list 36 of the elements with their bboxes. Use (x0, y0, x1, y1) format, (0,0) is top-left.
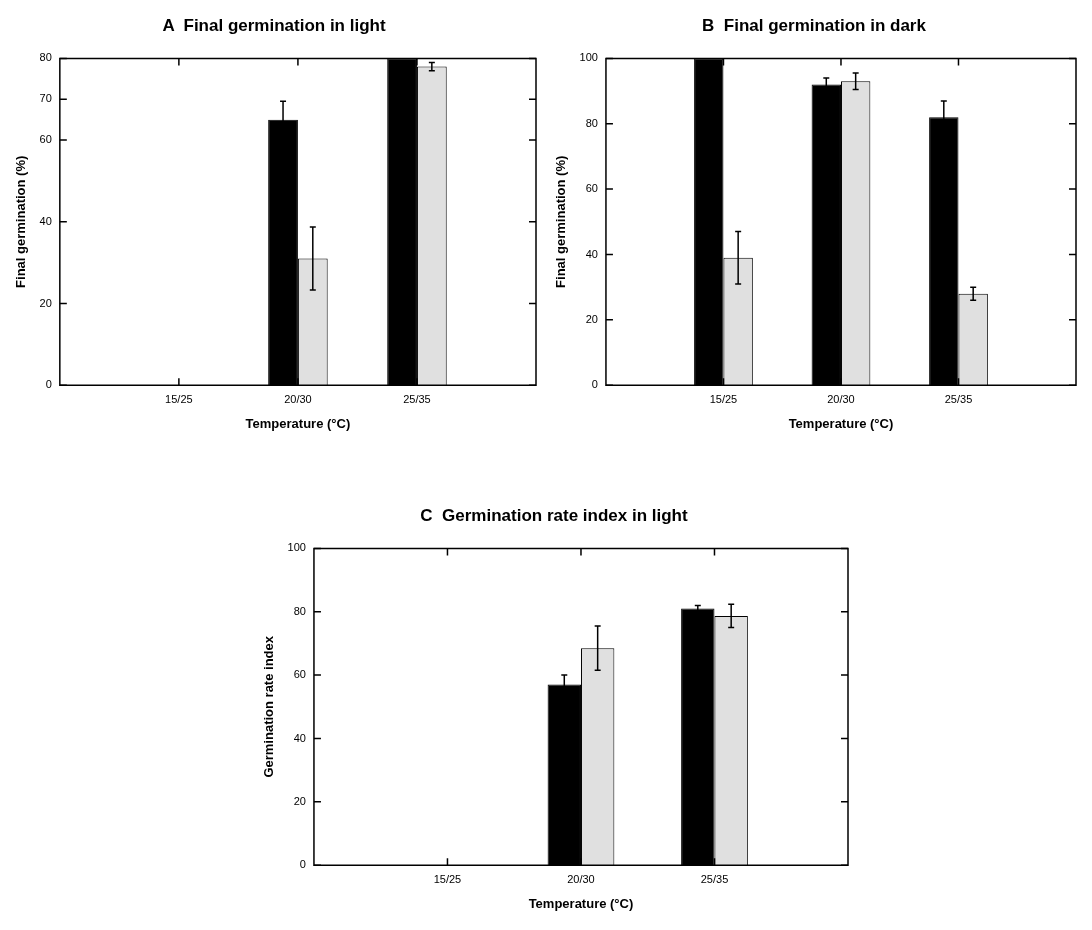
y-tick-label: 60 (293, 668, 306, 681)
x-axis-title: Temperature (°C) (528, 895, 634, 911)
y-tick-label: 100 (287, 541, 306, 554)
chart-title: C Germination rate index in light (420, 505, 688, 525)
x-tick-label: 25/35 (700, 872, 729, 885)
y-tick-label: 40 (585, 247, 598, 260)
y-axis-title: Final germination (%) (13, 155, 29, 288)
chart-title: A Final germination in light (162, 15, 386, 35)
x-axis-title: Temperature (°C) (788, 415, 894, 431)
x-tick-label: 15/25 (165, 392, 193, 405)
x-tick-label: 15/25 (709, 392, 738, 405)
x-tick-label: 20/30 (567, 872, 595, 885)
y-tick-label: 80 (585, 116, 598, 129)
x-tick-label: 20/30 (284, 392, 312, 405)
y-axis-title: Germination rate index (261, 635, 277, 778)
y-tick-label: 60 (585, 182, 598, 195)
y-tick-label: 20 (39, 296, 52, 309)
x-tick-label: 20/30 (827, 392, 855, 405)
chart-title: B Final germination in dark (702, 15, 927, 35)
y-tick-label: 80 (39, 51, 52, 64)
y-tick-label: 20 (293, 794, 306, 807)
y-tick-label: 0 (591, 378, 598, 391)
x-tick-label: 25/35 (403, 392, 431, 405)
y-tick-label: 0 (45, 378, 52, 391)
y-tick-label: 80 (293, 604, 306, 617)
y-tick-label: 70 (39, 92, 52, 105)
y-tick-label: 20 (585, 312, 598, 325)
x-tick-label: 25/35 (944, 392, 973, 405)
x-axis-title: Temperature (°C) (245, 415, 351, 431)
y-tick-label: 60 (39, 133, 52, 146)
x-tick-label: 15/25 (433, 872, 462, 885)
y-axis-title: Final germination (%) (553, 155, 569, 288)
y-tick-label: 0 (299, 858, 306, 871)
y-tick-label: 40 (39, 214, 52, 227)
y-tick-label: 100 (579, 51, 598, 64)
y-tick-label: 40 (293, 731, 306, 744)
